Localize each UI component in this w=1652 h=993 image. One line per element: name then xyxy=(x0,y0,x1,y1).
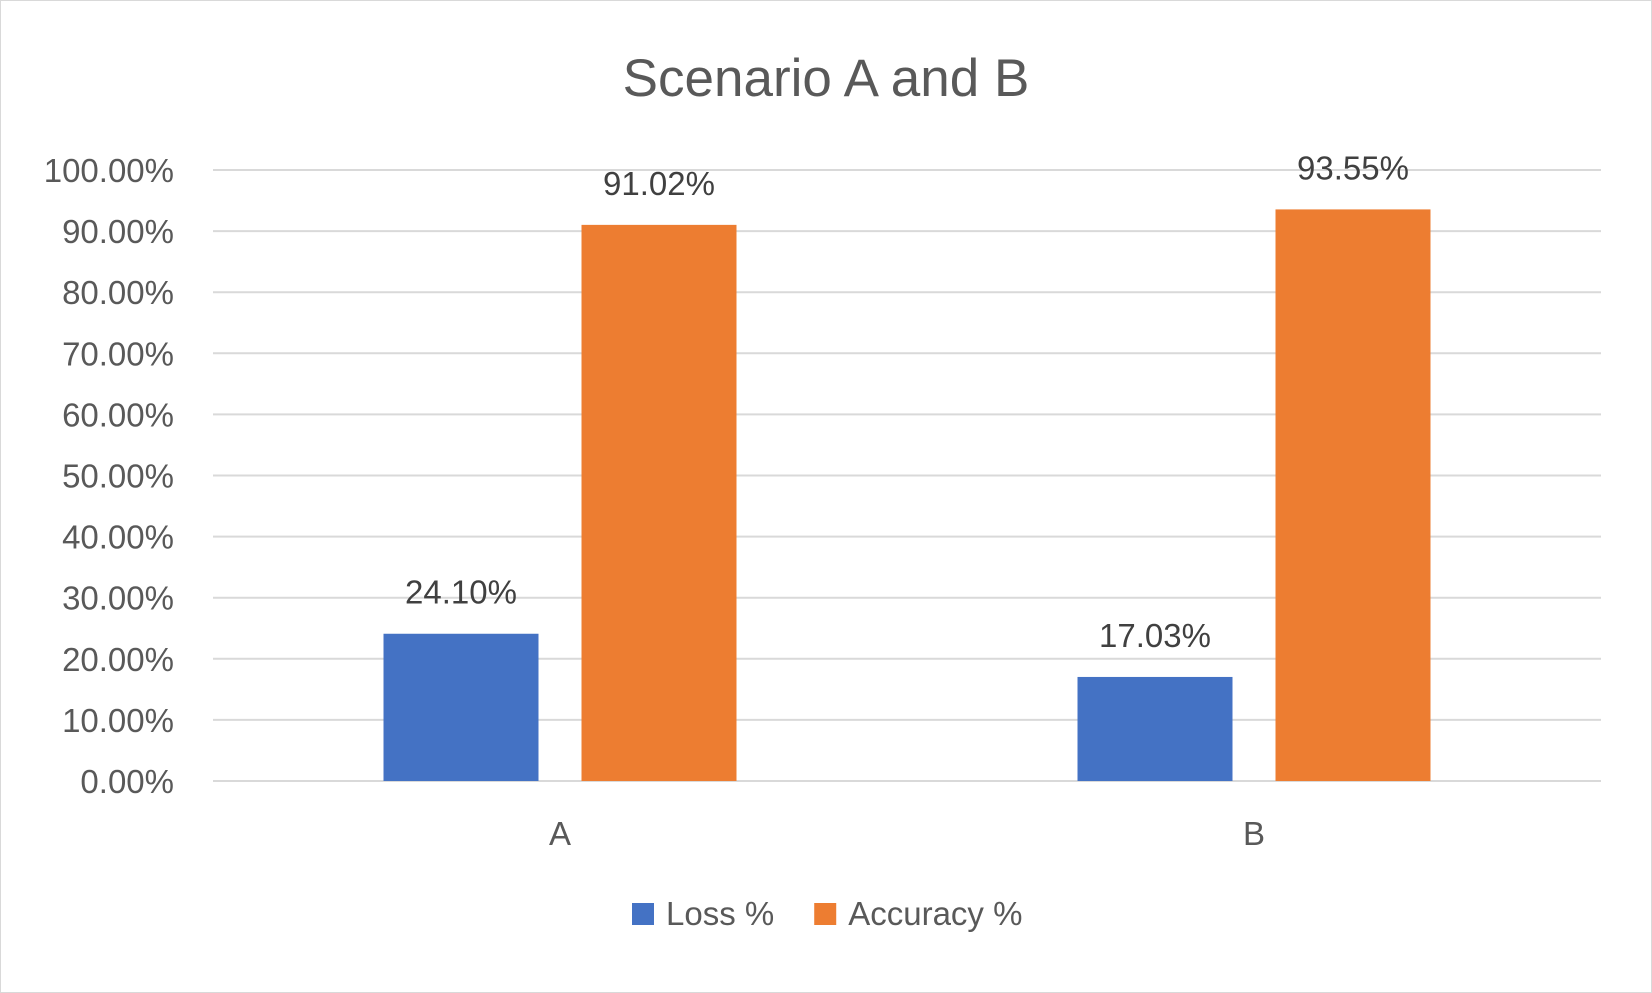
bars xyxy=(383,209,1431,782)
data-label: 91.02% xyxy=(603,165,715,202)
x-tick-label: A xyxy=(549,815,571,852)
y-tick-label: 40.00% xyxy=(62,519,174,556)
y-tick-label: 90.00% xyxy=(62,213,174,250)
y-tick-label: 70.00% xyxy=(62,335,174,372)
legend-label: Loss % xyxy=(666,895,774,932)
legend-swatch xyxy=(632,903,654,925)
y-tick-label: 30.00% xyxy=(62,580,174,617)
y-axis-tick-labels: 0.00% 10.00% 20.00% 30.00% 40.00% 50.00% 60.00… xyxy=(44,152,174,800)
y-tick-label: 80.00% xyxy=(62,274,174,311)
legend: Loss % Accuracy % xyxy=(632,895,1022,932)
data-label: 93.55% xyxy=(1297,149,1409,186)
y-tick-label: 10.00% xyxy=(62,702,174,739)
data-label: 17.03% xyxy=(1099,617,1211,654)
data-label: 24.10% xyxy=(405,574,517,611)
bar-loss-b xyxy=(1077,676,1233,781)
x-tick-label: B xyxy=(1243,815,1265,852)
chart-title: Scenario A and B xyxy=(623,49,1030,108)
y-tick-label: 20.00% xyxy=(62,641,174,678)
bar-accuracy-a xyxy=(581,224,737,781)
y-tick-label: 0.00% xyxy=(80,763,174,800)
bar-accuracy-b xyxy=(1275,209,1431,782)
legend-label: Accuracy % xyxy=(848,895,1022,932)
y-tick-label: 100.00% xyxy=(44,152,174,189)
bar-loss-a xyxy=(383,633,539,781)
data-labels: 24.10% 91.02% 17.03% 93.55% xyxy=(405,149,1409,654)
y-tick-label: 60.00% xyxy=(62,396,174,433)
legend-swatch xyxy=(814,903,837,925)
y-tick-label: 50.00% xyxy=(62,458,174,495)
